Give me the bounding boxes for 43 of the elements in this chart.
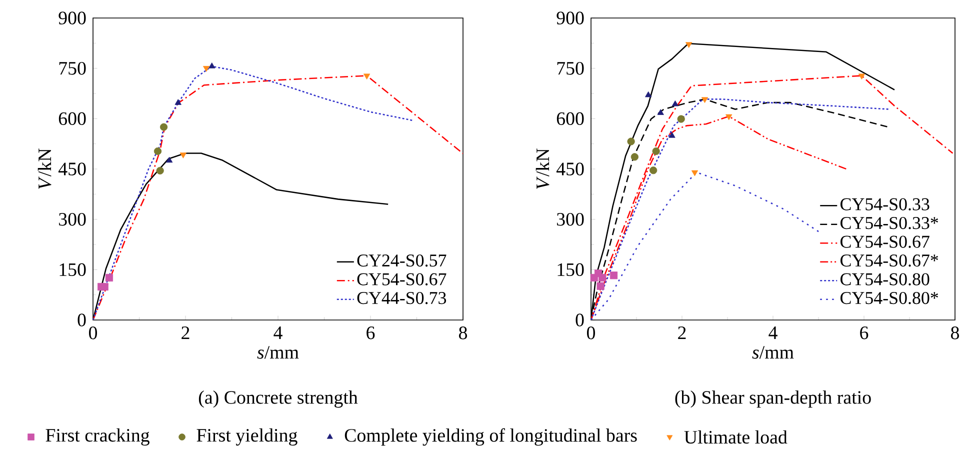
- x-tick-label: 6: [860, 326, 868, 340]
- x-tick-label: 4: [274, 326, 282, 339]
- legend-label: CY54-S0.80: [840, 273, 930, 286]
- y-tick-label: 0: [78, 314, 86, 326]
- x-tick-label: 0: [88, 326, 98, 340]
- y-tick-label: 450: [556, 162, 584, 176]
- legend-label: Complete yielding of longitudinal bars: [344, 428, 637, 446]
- y-tick-label: 900: [556, 12, 584, 24]
- legend-label: CY24-S0.57: [357, 254, 446, 267]
- y-tick-label: 600: [58, 112, 86, 126]
- x-tick-label: 2: [678, 326, 686, 340]
- text: (a) Concrete strength: [198, 390, 358, 408]
- y-tick-label: 900: [58, 12, 86, 24]
- legend-label: CY54-S0.80*: [840, 292, 938, 304]
- legend-label: CY54-S0.33*: [840, 216, 938, 230]
- y-axis-title: V/kN: [536, 148, 550, 189]
- y-tick-label: 450: [58, 162, 86, 176]
- x-tick-label: 2: [182, 326, 190, 340]
- x-tick-label: 8: [458, 326, 468, 340]
- legend-label: Ultimate load: [684, 430, 788, 444]
- legend-label: CY54-S0.67: [357, 273, 446, 286]
- x-tick-label: 4: [768, 326, 778, 339]
- legend-label: CY54-S0.67: [840, 236, 930, 248]
- legend-label: First yielding: [196, 428, 298, 446]
- y-tick-label: 750: [557, 62, 584, 75]
- y-axis-title: V/kN: [38, 148, 52, 189]
- y-tick-label: 0: [576, 314, 584, 326]
- y-tick-label: 300: [59, 212, 86, 226]
- legend-label: CY44-S0.73: [357, 292, 446, 304]
- y-tick-label: 750: [59, 62, 86, 75]
- y-tick-label: 600: [556, 112, 584, 126]
- x-tick-label: 0: [586, 326, 596, 340]
- x-axis-title: s/mm: [752, 346, 794, 359]
- y-tick-label: 150: [558, 263, 584, 276]
- x-tick-label: 6: [366, 326, 375, 340]
- x-tick-label: 8: [950, 326, 960, 340]
- x-axis-title: s/mm: [257, 346, 299, 359]
- y-tick-label: 150: [60, 263, 86, 276]
- legend-label: First cracking: [46, 428, 150, 446]
- text: (b) Shear span-depth ratio: [675, 390, 871, 408]
- legend-label: CY54-S0.67*: [840, 254, 938, 267]
- y-tick-label: 300: [557, 212, 584, 226]
- legend-label: CY54-S0.33: [840, 198, 930, 210]
